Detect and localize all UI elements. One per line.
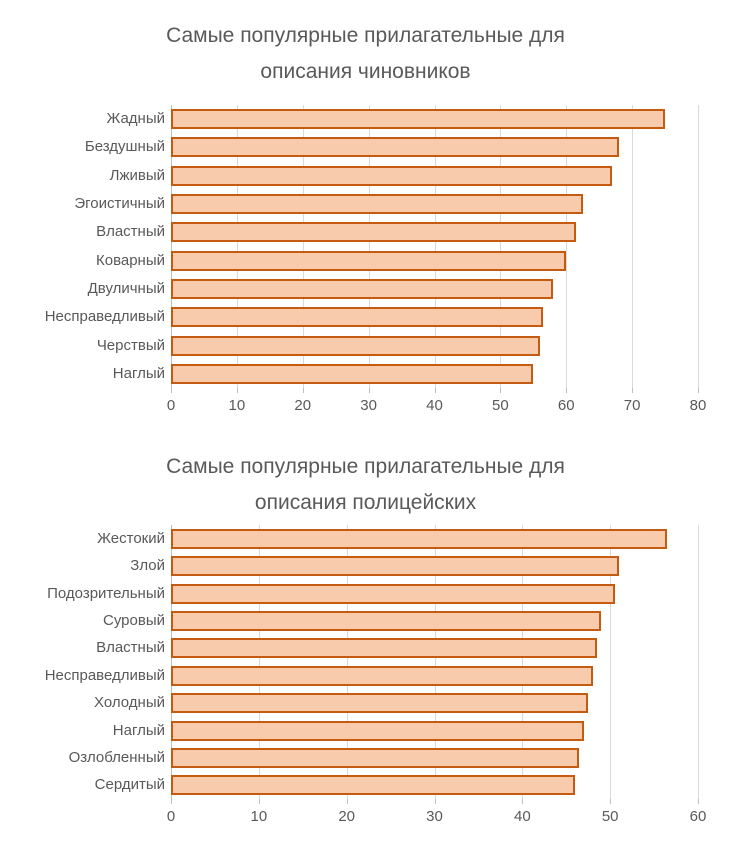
gridline [258,525,260,799]
bar [171,250,567,271]
tick-mark [522,799,524,804]
category-label: Озлобленный [68,748,165,766]
bar [171,109,666,130]
tick-mark [346,799,348,804]
bar [171,583,615,604]
bar [171,720,584,741]
category-label: Двуличный [87,279,165,297]
tick-mark [434,388,436,393]
bar [171,335,540,356]
x-axis-tick-label: 50 [492,397,509,414]
bar [171,222,577,243]
tick-mark [236,388,238,393]
category-label: Жадный [106,110,165,128]
tick-mark [500,388,502,393]
category-label: Несправедливый [44,666,165,684]
category-label: Черствый [96,336,165,354]
bar [171,307,544,328]
chart-title-line: описания чиновников [260,60,471,83]
gridline [610,525,612,799]
x-axis-tick-label: 70 [623,397,641,414]
tick-mark [632,388,634,393]
x-axis-tick-label: 30 [426,808,443,825]
x-axis-tick-label: 0 [166,808,176,825]
category-label: Эгоистичный [74,195,165,213]
bar [171,747,580,768]
x-axis-tick-label: 60 [557,397,575,414]
tick-mark [610,799,612,804]
chart-officials: Самые популярные прилагательные для опис… [0,18,731,414]
category-label: Сердитый [94,776,165,794]
bar [171,638,597,659]
bar [171,693,589,714]
gridline [346,525,348,799]
gridline [236,105,238,388]
chart-title: Самые популярные прилагательные для опис… [0,18,731,90]
bar [171,278,554,299]
bar [171,528,668,549]
category-label: Бездушный [84,138,165,156]
category-label: Несправедливый [44,308,165,326]
x-axis-tick-label: 80 [689,397,707,414]
tick-mark [698,799,699,804]
bar [171,556,619,577]
gridline [566,105,568,388]
gridline [500,105,502,388]
category-label: Властный [96,639,165,657]
x-axis-tick-label: 10 [250,808,268,825]
x-axis-tick-label: 20 [294,397,312,414]
category-label: Холодный [94,694,165,712]
plot-area: 0 10 20 30 40 50 60 [167,525,706,825]
gridline [698,525,699,799]
gridline [302,105,304,388]
x-axis-tick-label: 40 [426,397,443,414]
bar [171,610,602,631]
plot-area: 0 10 20 30 40 50 60 70 80 [167,105,706,414]
category-label: Властный [96,223,165,241]
category-label: Наглый [112,721,165,739]
y-axis-line [171,525,172,803]
tick-mark [258,799,260,804]
chart-title-line: Самые популярные прилагательные для [166,24,565,47]
category-label: Коварный [95,251,165,269]
gridline [434,525,436,799]
x-axis-tick-label: 20 [338,808,355,825]
gridline [368,105,370,388]
tick-mark [302,388,304,393]
x-axis-tick-label: 10 [228,397,246,414]
category-label: Подозрительный [47,584,165,602]
gridline [522,525,524,799]
tick-mark [698,388,699,393]
category-label: Лживый [109,166,165,184]
tick-mark [434,799,436,804]
bar [171,665,593,686]
chart-title: Самые популярные прилагательные для опис… [0,449,731,521]
tick-mark [566,388,568,393]
chart-title-line: описания полицейских [254,491,477,514]
x-axis-tick-label: 40 [513,808,531,825]
x-axis-tick-label: 60 [689,808,707,825]
gridline [434,105,436,388]
category-label: Злой [130,557,165,575]
category-label: Суровый [103,611,165,629]
bar [171,363,534,384]
y-axis-line [171,105,172,392]
x-axis-tick-label: 50 [601,808,619,825]
chart-police: Самые популярные прилагательные для опис… [0,430,731,852]
bar [171,194,583,215]
bar [171,137,619,158]
category-label: Жестокий [97,529,165,547]
gridline [698,105,699,388]
chart-title-line: Самые популярные прилагательные для [166,455,565,478]
x-axis-tick-label: 30 [360,397,377,414]
tick-mark [368,388,370,393]
bar [171,775,576,796]
category-label: Наглый [112,364,165,382]
gridline [632,105,634,388]
bar [171,165,613,186]
x-axis-tick-label: 0 [166,397,176,414]
